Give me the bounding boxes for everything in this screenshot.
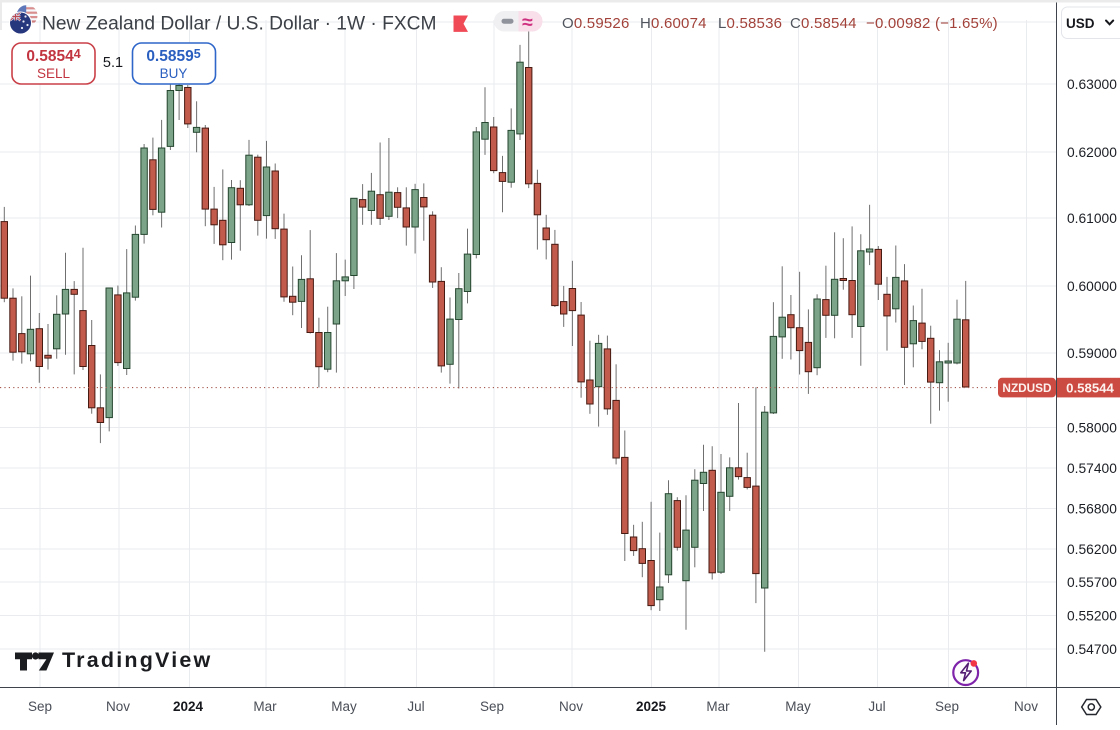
svg-text:SELL: SELL <box>37 66 71 81</box>
svg-text:0.63000: 0.63000 <box>1067 77 1117 92</box>
svg-text:USD: USD <box>1066 16 1095 31</box>
svg-text:Mar: Mar <box>253 699 277 714</box>
svg-text:0.61000: 0.61000 <box>1067 211 1117 226</box>
svg-text:−0.00982 (−1.65%): −0.00982 (−1.65%) <box>866 15 998 32</box>
svg-text:Jul: Jul <box>868 699 885 714</box>
svg-text:0.60000: 0.60000 <box>1067 279 1117 294</box>
svg-text:C0.58544: C0.58544 <box>790 15 857 32</box>
svg-text:BUY: BUY <box>160 66 188 81</box>
svg-text:2024: 2024 <box>173 699 204 714</box>
svg-text:5.1: 5.1 <box>103 55 123 71</box>
svg-text:O0.59526: O0.59526 <box>562 15 630 32</box>
svg-text:0.57400: 0.57400 <box>1067 461 1117 476</box>
svg-text:Jul: Jul <box>407 699 424 714</box>
svg-text:TradingView: TradingView <box>62 648 212 672</box>
svg-text:0.58000: 0.58000 <box>1067 420 1117 435</box>
svg-text:0.62000: 0.62000 <box>1067 145 1117 160</box>
svg-text:2025: 2025 <box>636 699 667 714</box>
svg-text:Nov: Nov <box>106 699 130 714</box>
svg-text:Nov: Nov <box>559 699 583 714</box>
svg-text:0.56800: 0.56800 <box>1067 501 1117 516</box>
svg-text:May: May <box>331 699 357 714</box>
svg-text:0.58595: 0.58595 <box>146 47 200 65</box>
svg-text:0.54700: 0.54700 <box>1067 642 1117 657</box>
svg-text:0.59000: 0.59000 <box>1067 346 1117 361</box>
svg-text:New Zealand Dollar / U.S. Doll: New Zealand Dollar / U.S. Dollar · 1W · … <box>42 14 437 35</box>
svg-text:0.55700: 0.55700 <box>1067 575 1117 590</box>
svg-text:Nov: Nov <box>1014 699 1038 714</box>
svg-text:H0.60074: H0.60074 <box>640 15 707 32</box>
svg-text:0.55200: 0.55200 <box>1067 608 1117 623</box>
svg-text:0.58544: 0.58544 <box>26 47 80 65</box>
svg-text:NZDUSD: NZDUSD <box>1002 381 1052 395</box>
svg-text:≈: ≈ <box>522 12 533 34</box>
svg-text:Sep: Sep <box>935 699 959 714</box>
svg-text:Mar: Mar <box>706 699 730 714</box>
svg-text:Sep: Sep <box>28 699 52 714</box>
svg-text:Sep: Sep <box>480 699 504 714</box>
svg-text:0.58544: 0.58544 <box>1066 380 1114 395</box>
svg-text:0.56200: 0.56200 <box>1067 542 1117 557</box>
svg-text:L0.58536: L0.58536 <box>718 15 782 32</box>
svg-text:May: May <box>785 699 811 714</box>
